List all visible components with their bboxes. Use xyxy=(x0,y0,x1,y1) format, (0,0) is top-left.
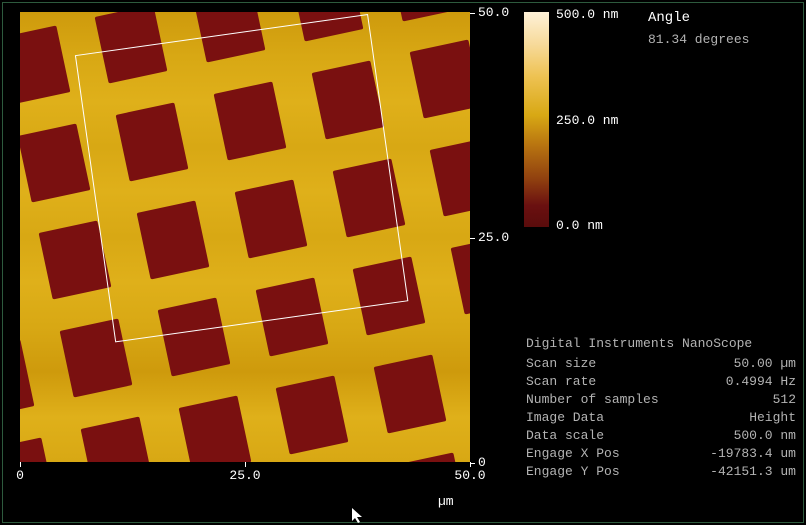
color-scale-bar xyxy=(524,12,549,227)
meta-row: Scan rate 0.4994 Hz xyxy=(526,373,796,391)
meta-row: Scan size 50.00 µm xyxy=(526,355,796,373)
angle-value: 81.34 degrees xyxy=(648,32,749,47)
y-tick: 25.0 xyxy=(478,230,509,245)
meta-row: Number of samples 512 xyxy=(526,391,796,409)
meta-key: Scan rate xyxy=(526,373,596,391)
scan-metadata: Digital Instruments NanoScope Scan size 5… xyxy=(526,335,796,481)
meta-key: Data scale xyxy=(526,427,604,445)
instrument-title: Digital Instruments NanoScope xyxy=(526,335,796,353)
afm-scan-image[interactable] xyxy=(20,12,470,462)
meta-value: Height xyxy=(749,409,796,427)
meta-key: Scan size xyxy=(526,355,596,373)
meta-key: Number of samples xyxy=(526,391,659,409)
x-tick: 50.0 xyxy=(450,468,490,483)
colorbar-max-label: 500.0 nm xyxy=(556,7,618,22)
scan-pit xyxy=(95,12,168,84)
meta-key: Engage X Pos xyxy=(526,445,620,463)
x-tick: 0 xyxy=(0,468,40,483)
meta-value: 512 xyxy=(773,391,796,409)
meta-key: Engage Y Pos xyxy=(526,463,620,481)
color-gradient xyxy=(524,12,549,227)
meta-row: Image Data Height xyxy=(526,409,796,427)
colorbar-mid-label: 250.0 nm xyxy=(556,113,618,128)
y-tick: 0 xyxy=(478,455,486,470)
angle-title: Angle xyxy=(648,10,749,26)
meta-value: 500.0 nm xyxy=(734,427,796,445)
meta-row: Engage Y Pos -42151.3 um xyxy=(526,463,796,481)
meta-row: Engage X Pos -19783.4 um xyxy=(526,445,796,463)
angle-readout: Angle 81.34 degrees xyxy=(648,10,749,47)
meta-value: 50.00 µm xyxy=(734,355,796,373)
meta-value: 0.4994 Hz xyxy=(726,373,796,391)
meta-row: Data scale 500.0 nm xyxy=(526,427,796,445)
y-tick: 50.0 xyxy=(478,5,509,20)
x-tick: 25.0 xyxy=(225,468,265,483)
colorbar-min-label: 0.0 nm xyxy=(556,218,603,233)
meta-key: Image Data xyxy=(526,409,604,427)
axis-unit-label: µm xyxy=(438,494,454,509)
meta-value: -19783.4 um xyxy=(710,445,796,463)
meta-value: -42151.3 um xyxy=(710,463,796,481)
